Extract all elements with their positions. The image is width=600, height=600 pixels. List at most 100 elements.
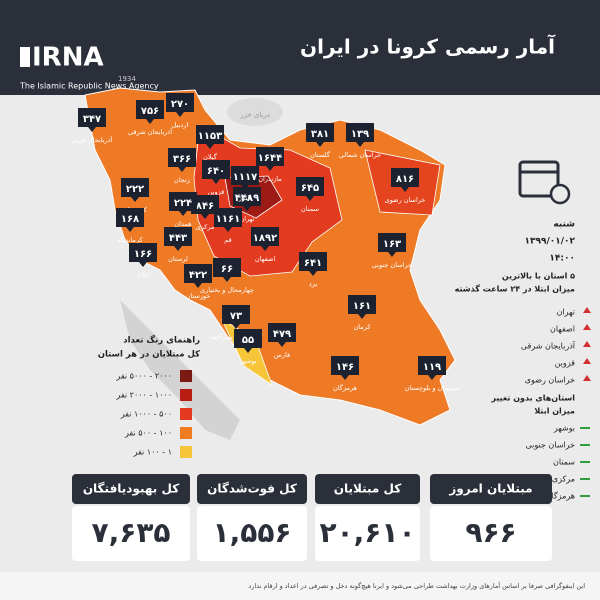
province-box [299, 252, 327, 271]
province-box [306, 123, 334, 142]
province-name: خراسان رضوی [385, 196, 426, 204]
province-box [418, 356, 446, 375]
total-label: کل مبتلایان [334, 482, 401, 496]
totals: کل بهبودیافتگان ۷,۶۳۵ کل فوت‌شدگان ۱,۵۵۶ کل … [72, 474, 552, 561]
province-count: ۱۴۶ [336, 362, 354, 373]
legend-swatch [180, 389, 192, 401]
province-pointer [212, 179, 220, 184]
clock-icon [549, 183, 571, 205]
province-box [233, 187, 261, 206]
province-box [213, 258, 241, 277]
top-title: میزان ابتلا در ۲۴ ساعت گذشته [455, 284, 575, 294]
province-count: ۶۴۵ [301, 183, 319, 194]
province-name: خوزستان [186, 292, 211, 300]
province-pointer [356, 142, 364, 147]
province-box [116, 208, 144, 227]
date: ۱۳۹۹/۰۱/۰۲ [524, 237, 575, 247]
total-body [315, 506, 420, 561]
logo-mark [20, 47, 30, 67]
province-name: همدان [174, 220, 192, 228]
province-pointer [224, 227, 232, 232]
province-count: ۶۴۱ [304, 258, 322, 269]
up-arrow [583, 375, 591, 381]
up-arrow [583, 307, 591, 313]
province-box [348, 295, 376, 314]
title: آمار رسمی کرونا در ایران [300, 34, 556, 59]
province-count: ۱۱۶۱ [216, 214, 240, 225]
legend: راهنمای رنگ تعداد کل مبتلایان در هر استان… [98, 335, 200, 458]
legend-title: کل مبتلایان در هر استان [98, 350, 200, 360]
province-name: فارس [274, 351, 290, 359]
province-name: مرکزی [196, 223, 215, 231]
province-box [164, 227, 192, 246]
province-count: ۲۷۰ [171, 99, 189, 110]
province-count: ۱۶۳ [383, 239, 401, 250]
province-box [184, 264, 212, 283]
same-province: خراسان جنوبی [525, 441, 575, 450]
total-label: کل بهبودیافتگان [83, 482, 179, 497]
province-count: ۴۷۹ [273, 329, 291, 340]
same-title: استان‌های بدون تغییر [490, 394, 575, 403]
same-province: مرکزی [552, 475, 575, 484]
day: شنبه [553, 220, 575, 230]
calendar-icon [518, 160, 560, 198]
caspian-sea [227, 98, 283, 126]
province-pointer [428, 375, 436, 380]
top-province: قزوین [555, 359, 576, 368]
province-box [296, 177, 324, 196]
total-header [315, 474, 420, 504]
province-pointer [261, 246, 269, 251]
province-pointer [194, 283, 202, 288]
province-count: ۱۱۵۳ [198, 131, 222, 142]
province-count: ۱۶۴۴ [258, 153, 282, 164]
province-name: آذربایجان غربی [72, 135, 114, 144]
province-name: خراسان شمالی [339, 151, 381, 159]
same-title: میزان ابتلا [534, 407, 575, 416]
province-name: قزوین [208, 188, 225, 196]
province-box [256, 147, 284, 166]
province-count: ۴۲۲ [189, 270, 207, 281]
province-name: البرز [238, 194, 252, 202]
province-name: سیستان و بلوچستان [404, 384, 459, 392]
province-count: ۱۱۹ [423, 362, 441, 373]
province-box [191, 195, 219, 214]
province-box [268, 323, 296, 342]
province-count: ۳۸۱ [311, 129, 329, 140]
province-count: ۲۲۴ [174, 198, 192, 209]
top-province: خراسان رضوی [525, 376, 575, 385]
province-box [214, 208, 242, 227]
province-name: مازندران [258, 175, 282, 183]
footer-bar [0, 572, 600, 600]
province-pointer [306, 196, 314, 201]
province-box [331, 356, 359, 375]
province-box [168, 148, 196, 167]
province-count: ۱۳۹ [351, 129, 369, 140]
up-arrow [583, 358, 591, 364]
province-labels: ۳۴۷ آذربایجان غربی ۷۵۶ آذربایجان شرقی ۲۷۰ ارد… [72, 93, 460, 392]
province-box [231, 166, 259, 185]
province-box [202, 160, 230, 179]
province-name: گلستان [310, 151, 331, 159]
province-count: ۱۱۱۷ [233, 172, 257, 183]
total-header [197, 474, 307, 504]
province-name: آذربایجان شرقی [128, 127, 173, 136]
province-box [169, 192, 197, 211]
province-name: گیلان [203, 153, 218, 161]
header-bar [0, 0, 600, 95]
province-name: بوشهر [238, 357, 256, 365]
total-value: ۷,۶۳۵ [92, 516, 171, 549]
time: ۱۴:۰۰ [549, 254, 575, 264]
top-title: ۵ استان با بالاترین [502, 272, 575, 281]
province-pointer [139, 262, 147, 267]
info-panel: شنبه ۱۳۹۹/۰۱/۰۲ ۱۴:۰۰ ۵ استان با بالاترین می… [455, 220, 591, 501]
up-arrow [583, 324, 591, 330]
province-count: ۱۶۶ [134, 249, 152, 260]
same-province: سمنان [553, 458, 575, 467]
legend-item: ۱ - ۱۰۰ نفر [133, 448, 172, 457]
province-pointer [243, 206, 251, 211]
province-box [391, 168, 419, 187]
province-count: ۶۶ [221, 264, 233, 275]
top-province: اصفهان [550, 325, 575, 334]
top-province: تهران [557, 308, 575, 317]
province-pointer [278, 342, 286, 347]
